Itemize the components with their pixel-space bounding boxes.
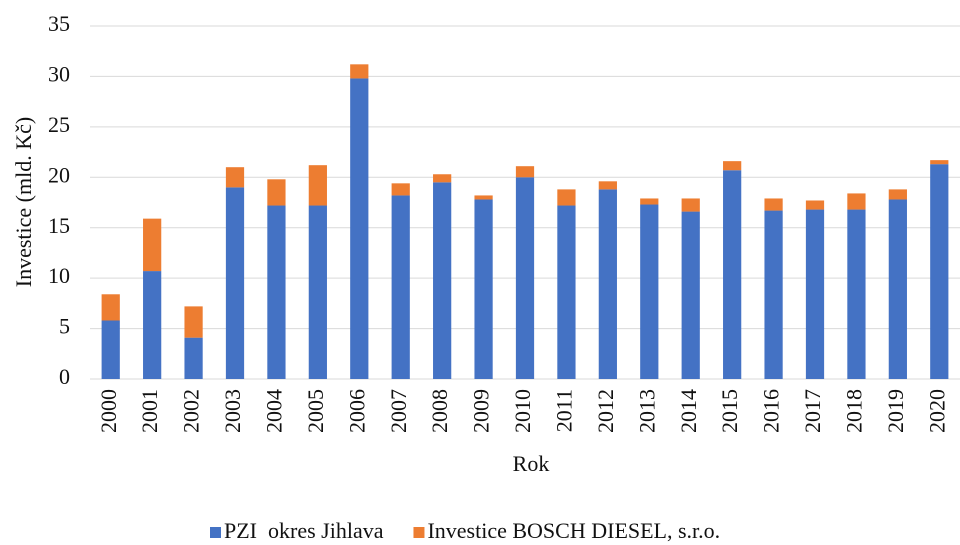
x-tick-label: 2008 <box>427 389 452 433</box>
bar-segment <box>888 199 907 379</box>
bar-segment <box>805 200 825 210</box>
bar-segment <box>350 64 369 79</box>
bar-segment <box>640 198 659 205</box>
x-tick-label: 2019 <box>883 389 908 433</box>
x-tick-label: 2007 <box>386 389 411 433</box>
x-tick-label: 2016 <box>759 389 784 433</box>
bar-segment <box>267 179 286 206</box>
bar-segment <box>888 189 907 200</box>
x-tick-label: 2000 <box>96 389 121 433</box>
x-tick-label: 2002 <box>179 389 204 433</box>
y-tick-label: 20 <box>48 162 70 187</box>
bar-segment <box>598 189 617 379</box>
bar-segment <box>267 205 286 379</box>
bar-segment <box>101 320 120 379</box>
bar-segment <box>723 170 742 379</box>
y-tick-label: 10 <box>48 263 70 288</box>
x-tick-label: 2017 <box>800 389 825 433</box>
bar-segment <box>723 161 742 171</box>
bar-segment <box>557 189 576 206</box>
x-tick-label: 2013 <box>634 389 659 433</box>
x-axis-label: Rok <box>513 451 550 476</box>
legend-swatch <box>413 527 425 538</box>
y-tick-label: 25 <box>48 112 70 137</box>
bar-segment <box>930 164 949 379</box>
bar-segment <box>474 199 493 379</box>
bar-segment <box>930 160 949 165</box>
bar-segment <box>681 198 700 212</box>
bar-segment <box>515 177 535 379</box>
x-tick-label: 2020 <box>924 389 949 433</box>
x-tick-label: 2018 <box>841 389 866 433</box>
bar-segment <box>308 165 327 206</box>
bar-segment <box>681 211 700 379</box>
y-tick-label: 0 <box>59 364 70 389</box>
x-tick-label: 2004 <box>261 389 286 433</box>
bar-segment <box>143 271 162 379</box>
bar-segment <box>350 78 369 380</box>
bar-segment <box>847 193 866 210</box>
bar-segment <box>391 195 410 379</box>
x-tick-label: 2014 <box>676 389 701 433</box>
y-tick-label: 15 <box>48 213 70 238</box>
x-tick-label: 2006 <box>344 389 369 433</box>
x-tick-label: 2001 <box>137 389 162 433</box>
bar-segment <box>391 183 410 196</box>
y-tick-label: 35 <box>48 11 70 36</box>
bar-segment <box>433 182 452 379</box>
bar-segment <box>598 181 617 190</box>
bar-segment <box>515 166 535 178</box>
y-axis-label: Investice (mld. Kč) <box>11 117 36 287</box>
legend-label: PZI okres Jihlava <box>224 518 384 543</box>
y-tick-label: 5 <box>59 314 70 339</box>
legend-swatch <box>210 527 221 538</box>
bar-segment <box>764 210 783 379</box>
x-tick-label: 2003 <box>220 389 245 433</box>
bar-segment <box>225 167 245 188</box>
bar-segment <box>101 294 120 321</box>
x-tick-label: 2011 <box>551 389 576 432</box>
bar-segment <box>640 204 659 379</box>
x-tick-label: 2015 <box>717 389 742 433</box>
bar-segment <box>557 205 576 379</box>
bar-segment <box>433 174 452 183</box>
legend-label: Investice BOSCH DIESEL, s.r.o. <box>427 518 720 543</box>
y-tick-label: 30 <box>48 61 70 86</box>
x-tick-label: 2009 <box>469 389 494 433</box>
bar-segment <box>847 209 866 379</box>
bar-segment <box>474 195 493 200</box>
bar-segment <box>308 205 327 379</box>
bar-segment <box>805 209 825 379</box>
x-tick-label: 2012 <box>593 389 618 433</box>
bar-segment <box>184 306 203 338</box>
x-tick-label: 2005 <box>303 389 328 433</box>
x-tick-label: 2010 <box>510 389 535 433</box>
bar-segment <box>143 218 162 272</box>
bar-segment <box>225 187 245 379</box>
bar-segment <box>764 198 783 211</box>
bar-segment <box>184 337 203 379</box>
